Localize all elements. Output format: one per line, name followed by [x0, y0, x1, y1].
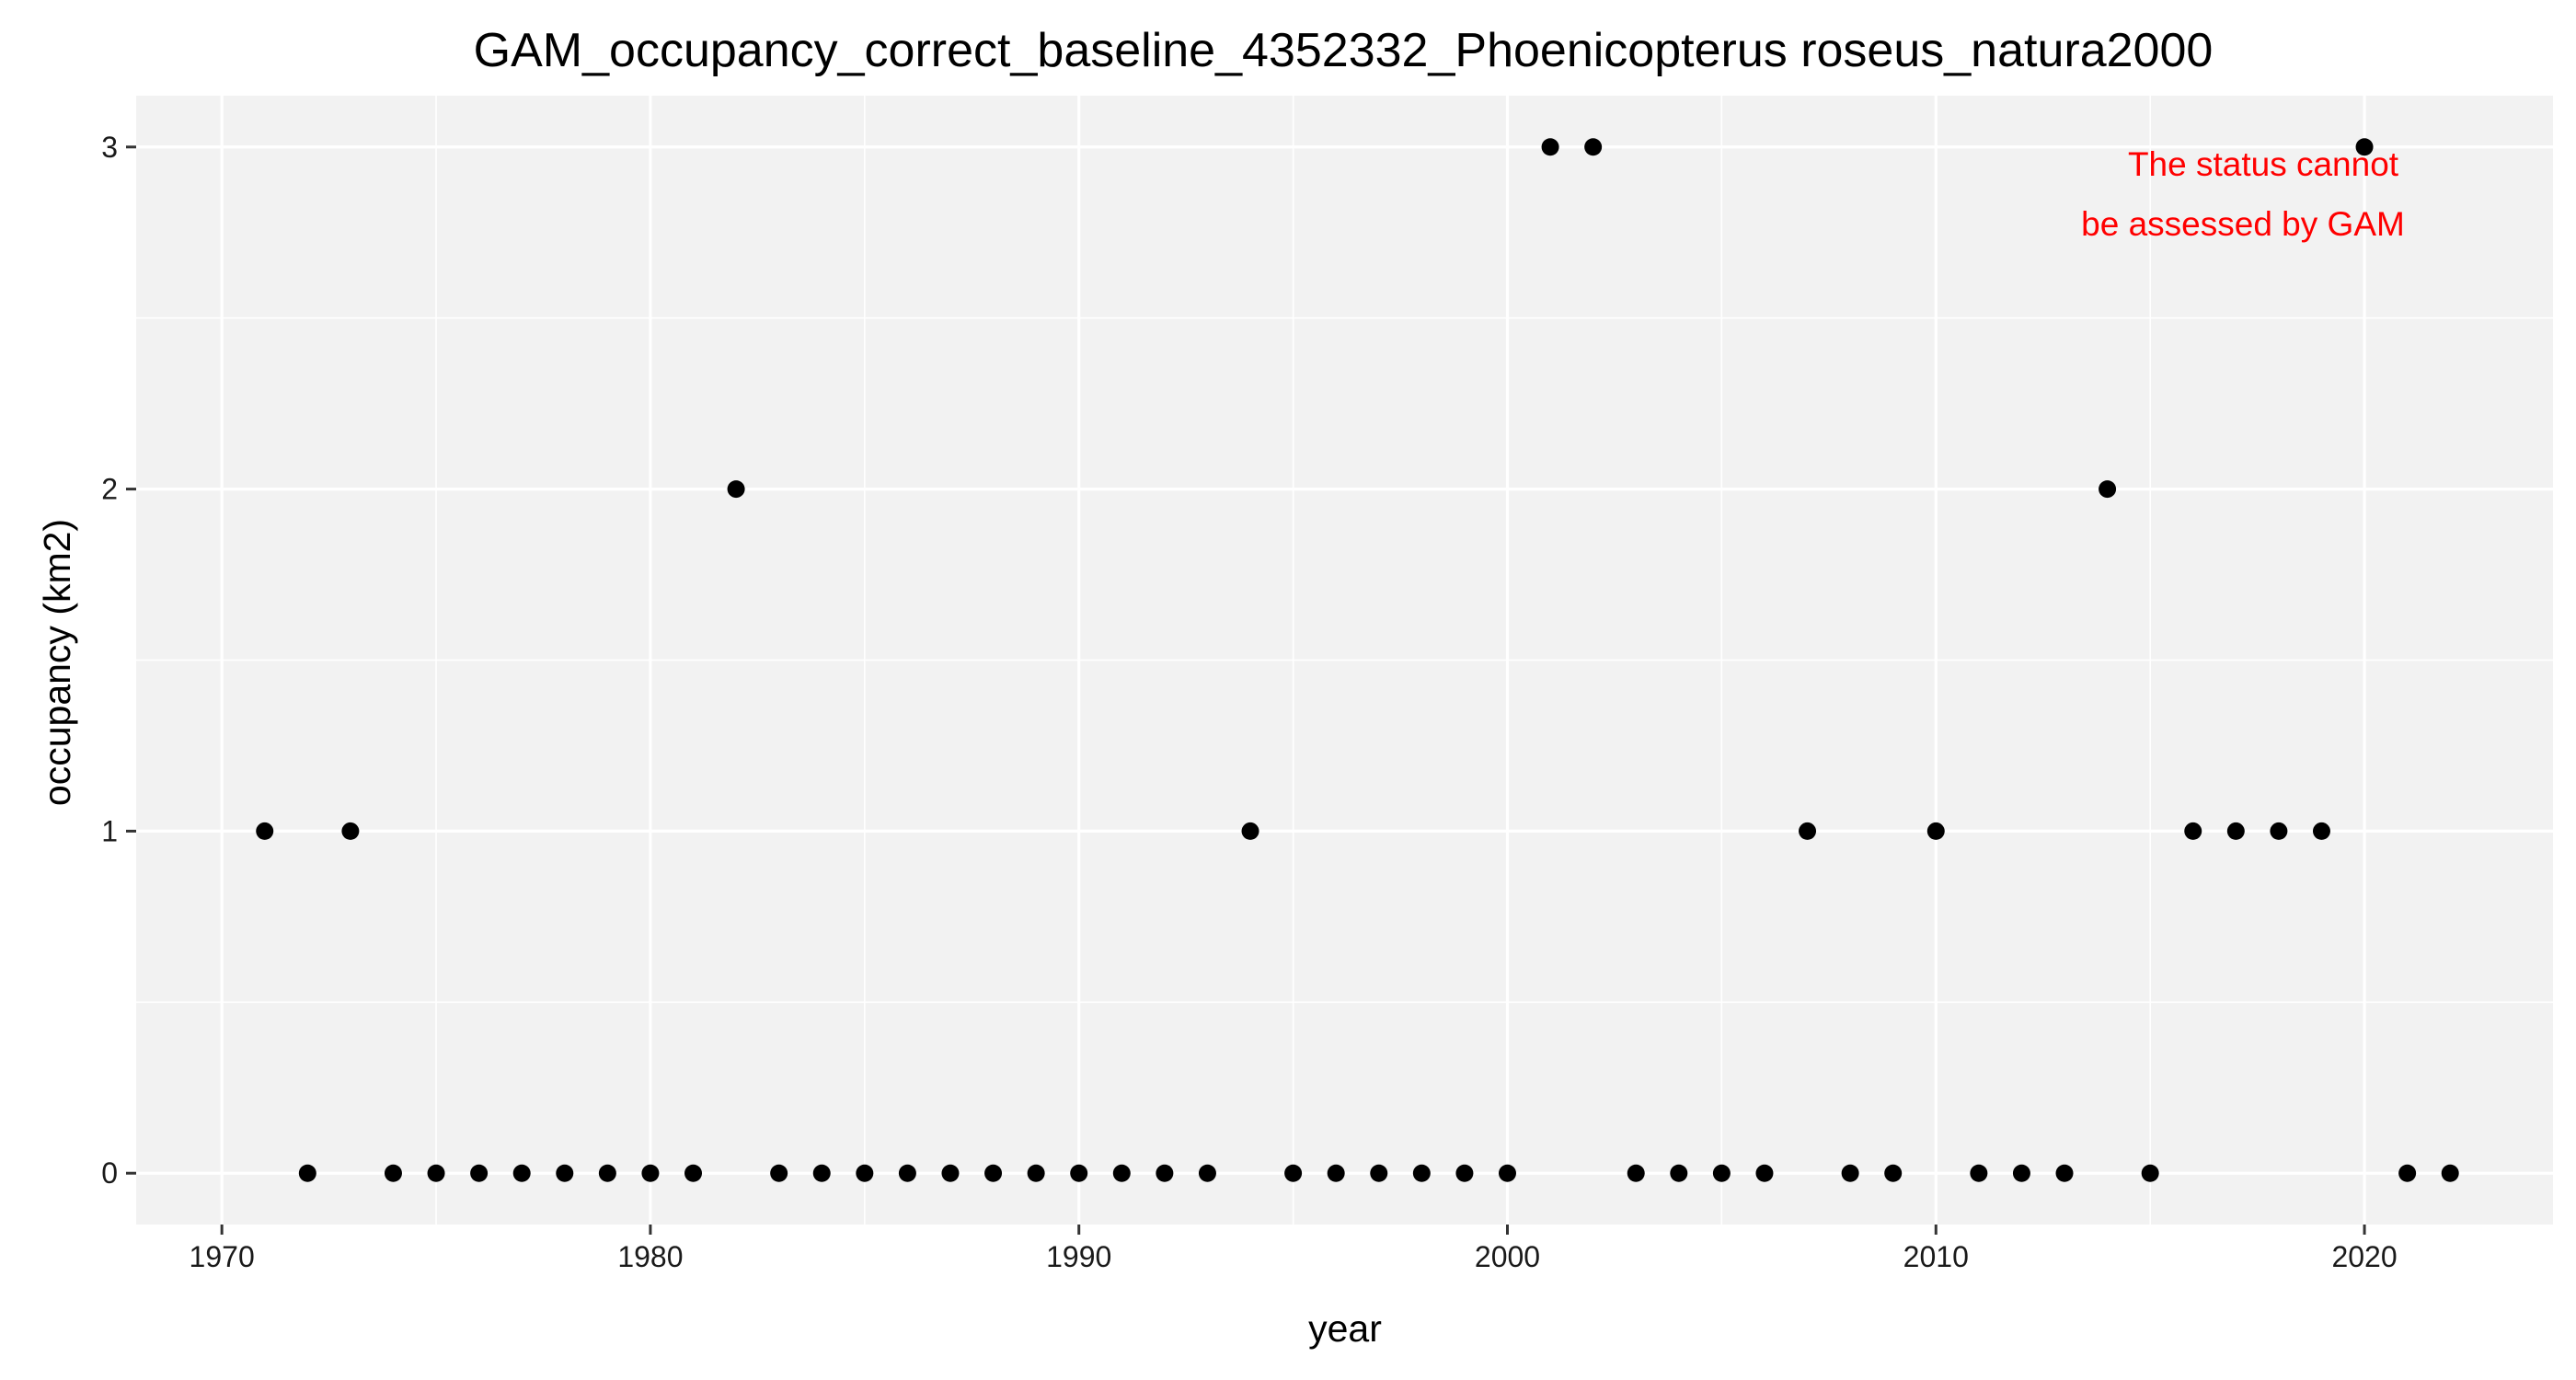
data-point	[2441, 1164, 2459, 1182]
data-point	[2355, 138, 2374, 156]
data-point	[2398, 1164, 2417, 1182]
data-point	[1884, 1164, 1903, 1182]
data-point	[427, 1164, 445, 1182]
data-point	[1112, 1164, 1131, 1182]
data-point	[641, 1164, 660, 1182]
data-point	[470, 1164, 489, 1182]
data-point	[598, 1164, 616, 1182]
x-tick-label: 2010	[1903, 1240, 1969, 1273]
x-tick-label: 1970	[190, 1240, 255, 1273]
data-point	[341, 822, 360, 840]
data-point	[1970, 1164, 1988, 1182]
major-grid	[136, 96, 2553, 1225]
data-point	[556, 1164, 574, 1182]
data-point	[1541, 138, 1559, 156]
data-point	[1455, 1164, 1474, 1182]
data-point	[1284, 1164, 1303, 1182]
data-point	[1327, 1164, 1345, 1182]
y-tick-label: 1	[101, 814, 118, 847]
data-point	[298, 1164, 316, 1182]
annotation-line-1: The status cannot	[2128, 145, 2399, 183]
y-axis-title: occupancy (km2)	[36, 519, 78, 806]
data-point	[2141, 1164, 2159, 1182]
data-point	[812, 1164, 831, 1182]
annotation-line-2: be assessed by GAM	[2081, 205, 2405, 243]
data-point	[256, 822, 274, 840]
data-point	[384, 1164, 402, 1182]
data-point	[2270, 822, 2288, 840]
data-point	[727, 480, 745, 499]
data-point	[1627, 1164, 1645, 1182]
data-point	[1799, 822, 1817, 840]
x-tick-label: 2000	[1475, 1240, 1540, 1273]
data-point	[1926, 822, 1945, 840]
x-tick-label: 2020	[2331, 1240, 2397, 1273]
data-point	[941, 1164, 960, 1182]
data-point	[856, 1164, 874, 1182]
y-axis: 0 1 2 3	[101, 131, 136, 1190]
data-points	[256, 138, 2459, 1182]
data-point	[2055, 1164, 2074, 1182]
data-point	[2226, 822, 2245, 840]
y-tick-label: 2	[101, 473, 118, 506]
data-point	[1198, 1164, 1216, 1182]
data-point	[2312, 822, 2330, 840]
data-point	[1156, 1164, 1174, 1182]
data-point	[1027, 1164, 1045, 1182]
data-point	[1841, 1164, 1859, 1182]
data-point	[1670, 1164, 1688, 1182]
data-point	[770, 1164, 788, 1182]
y-tick-label: 0	[101, 1156, 118, 1190]
data-point	[2012, 1164, 2030, 1182]
data-point	[898, 1164, 916, 1182]
data-point	[512, 1164, 531, 1182]
y-tick-label: 3	[101, 131, 118, 164]
data-point	[1755, 1164, 1774, 1182]
data-point	[1584, 138, 1603, 156]
chart-title: GAM_occupancy_correct_baseline_4352332_P…	[474, 24, 2214, 77]
minor-grid	[136, 96, 2553, 1225]
data-point	[1712, 1164, 1731, 1182]
x-axis-title: year	[1308, 1307, 1382, 1350]
data-point	[984, 1164, 1003, 1182]
data-point	[1498, 1164, 1516, 1182]
data-point	[2099, 480, 2117, 499]
x-tick-label: 1980	[617, 1240, 683, 1273]
data-point	[1412, 1164, 1431, 1182]
data-point	[1370, 1164, 1388, 1182]
data-point	[1070, 1164, 1088, 1182]
x-tick-label: 1990	[1046, 1240, 1111, 1273]
data-point	[1241, 822, 1259, 840]
data-point	[684, 1164, 703, 1182]
data-point	[2184, 822, 2202, 840]
x-axis: 1970 1980 1990 2000 2010 2020	[190, 1225, 2398, 1273]
